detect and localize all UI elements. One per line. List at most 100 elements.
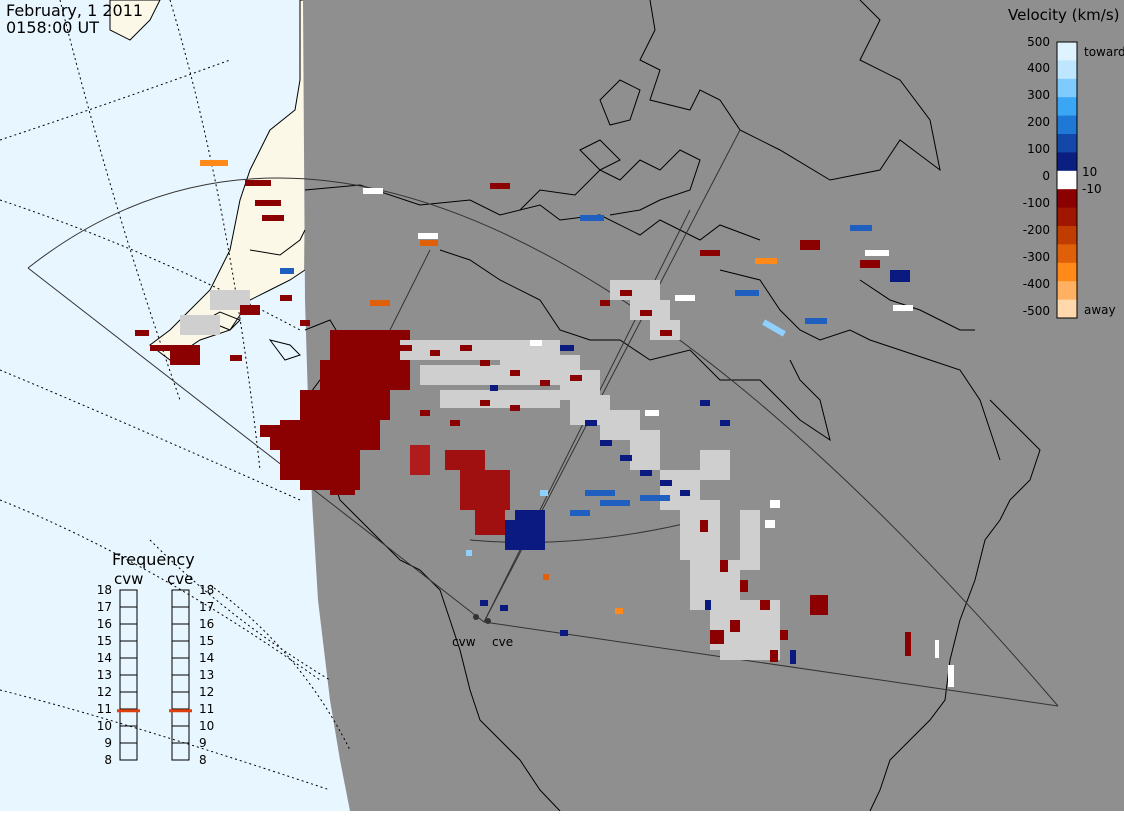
frequency-scale-label: 16	[199, 617, 214, 631]
velocity-echo-cell	[445, 450, 485, 470]
velocity-echo-cell	[620, 455, 632, 461]
velocity-echo-cell	[720, 560, 728, 572]
colorbar-segment	[1057, 134, 1077, 153]
velocity-echo-cell	[730, 620, 740, 632]
velocity-echo-cell	[255, 200, 281, 206]
velocity-echo-cell	[740, 510, 760, 570]
frequency-scale-label: 12	[199, 685, 214, 699]
velocity-echo-cell	[790, 650, 796, 664]
velocity-echo-cell	[720, 420, 730, 426]
colorbar-tick-label: -300	[1023, 250, 1050, 264]
radar-field-of-view	[27, 129, 1059, 707]
colorbar-tick-label: 300	[1027, 88, 1050, 102]
velocity-echo-cell	[705, 600, 711, 610]
radar-label-cvw: cvw	[452, 635, 476, 649]
velocity-echo-cell	[865, 250, 889, 256]
velocity-echo-cell	[762, 319, 786, 337]
velocity-echo-cell	[540, 490, 548, 496]
colorbar-segment	[1057, 189, 1077, 209]
velocity-echo-cell	[480, 400, 490, 406]
velocity-colorbar: Velocity (km/s) 500400300200100100-10-10…	[1008, 6, 1124, 319]
frequency-radar-cvw: cvw	[114, 570, 143, 588]
velocity-echo-cell	[543, 574, 549, 580]
date-label: February, 1 2011	[6, 1, 144, 20]
velocity-echo-cell	[466, 550, 472, 556]
velocity-echo-cell	[450, 420, 460, 426]
velocity-echo-cell	[600, 440, 612, 446]
frequency-scale-label: 14	[97, 651, 112, 665]
velocity-echo-cell	[640, 470, 652, 476]
colorbar-segment	[1057, 152, 1077, 172]
colorbar-segment	[1057, 42, 1077, 61]
colorbar-title: Velocity (km/s)	[1008, 6, 1119, 24]
velocity-echo-cell	[675, 295, 695, 301]
colorbar-segment	[1057, 97, 1077, 117]
velocity-echo-cell	[570, 375, 582, 381]
velocity-echo-cell	[740, 580, 748, 592]
velocity-echo-cell	[660, 480, 672, 486]
frequency-title: Frequency	[112, 550, 195, 569]
velocity-echo-cell	[630, 430, 660, 470]
velocity-echo-cell	[262, 215, 284, 221]
velocity-echo-cell	[948, 665, 954, 687]
velocity-echo-cell	[700, 450, 730, 480]
colorbar-segment	[1057, 60, 1077, 80]
velocity-echo-cell	[540, 380, 550, 386]
colorbar-segment	[1057, 281, 1077, 301]
colorbar-tick-label: -10	[1082, 182, 1102, 196]
velocity-echo-cell	[710, 630, 724, 644]
colorbar-tick-label: 400	[1027, 61, 1050, 75]
velocity-echo-cell	[700, 250, 720, 256]
velocity-echo-cell	[230, 355, 242, 361]
colorbar-tick-label: 200	[1027, 115, 1050, 129]
velocity-echo-cell	[615, 608, 623, 614]
frequency-scale-label: 9	[104, 736, 112, 750]
night-region	[303, 0, 1124, 811]
frequency-scale-label: 8	[104, 753, 112, 767]
velocity-echo-cell	[510, 370, 520, 376]
colorbar-tick-label: 0	[1042, 169, 1050, 183]
frequency-scale-label: 17	[97, 600, 112, 614]
velocity-echo-cell	[500, 605, 508, 611]
velocity-echo-cell	[810, 595, 828, 615]
velocity-echo-cell	[860, 260, 880, 268]
frequency-scale-label: 11	[97, 702, 112, 716]
radar-site-marker	[473, 614, 479, 620]
velocity-echo-cell	[420, 410, 430, 416]
frequency-panel: Frequency cvw cve 18 18 17 17 16 16 15 15 14 14 13…	[97, 550, 215, 767]
frequency-scale-label: 16	[97, 617, 112, 631]
frequency-scale-label: 12	[97, 685, 112, 699]
velocity-echo-cell	[600, 300, 610, 306]
velocity-echo-cell	[480, 360, 490, 366]
velocity-echo-cell	[490, 385, 498, 391]
velocity-echo-cell	[800, 240, 820, 250]
velocity-echo-cell	[680, 490, 690, 496]
velocity-echo-cell	[755, 258, 777, 264]
velocity-echo-cell	[645, 410, 659, 416]
velocity-echo-cell	[660, 330, 672, 336]
velocity-echo-cell	[515, 510, 545, 525]
velocity-echo-cell	[300, 320, 310, 326]
velocity-echo-cell	[585, 420, 597, 426]
velocity-echo-cell	[580, 215, 604, 221]
colorbar-tick-label: 100	[1027, 142, 1050, 156]
colorbar-tick-label: 500	[1027, 35, 1050, 49]
velocity-echo-cell	[560, 630, 568, 636]
frequency-scale-label: 14	[199, 651, 214, 665]
velocity-echo-cell	[280, 268, 294, 274]
frequency-scale-label: 15	[97, 634, 112, 648]
velocity-echo-cell	[700, 400, 710, 406]
velocity-echo-cell	[735, 290, 759, 296]
time-label: 0158:00 UT	[6, 18, 100, 37]
colorbar-tick-label: -200	[1023, 223, 1050, 237]
velocity-echo-cell	[500, 355, 580, 373]
velocity-echo-cell	[430, 350, 440, 356]
frequency-scale-label: 9	[199, 736, 207, 750]
velocity-echo-cell	[585, 490, 615, 496]
velocity-echo-cell	[150, 345, 170, 351]
colorbar-frame	[1056, 41, 1078, 319]
frequency-scale-label: 8	[199, 753, 207, 767]
velocity-echo-cell	[363, 188, 383, 194]
colorbar-segment	[1057, 244, 1077, 264]
